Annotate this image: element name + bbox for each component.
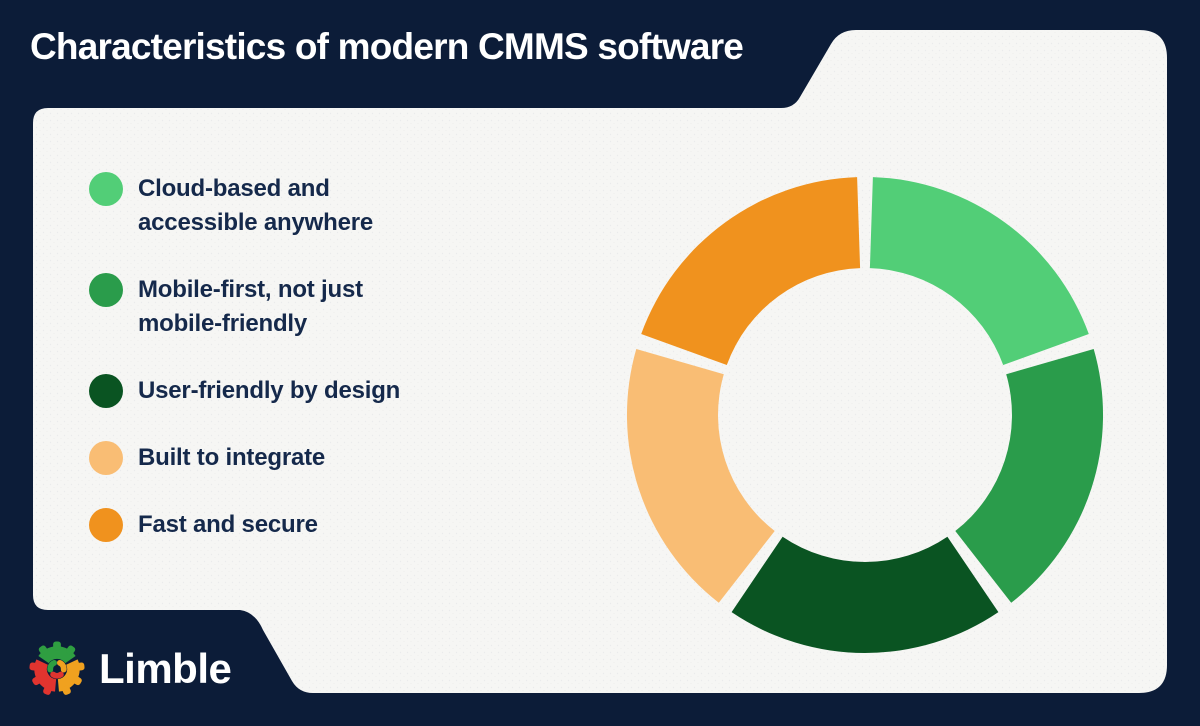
- gear-segment-red: [29, 659, 64, 695]
- gear-segment-green: [38, 641, 76, 673]
- legend-item-label: Cloud-based and accessible anywhere: [138, 175, 374, 236]
- legend-item-label: User-friendly by design: [138, 377, 401, 404]
- legend-color-dot-icon: [89, 374, 123, 408]
- donut-segment-4: [641, 177, 861, 365]
- donut-segment-0: [869, 177, 1089, 365]
- legend-item: Fast and secure: [89, 508, 459, 542]
- page-title: Characteristics of modern CMMS software: [30, 26, 744, 67]
- limble-gear-icon: [29, 641, 85, 695]
- chart-legend: Cloud-based and accessible anywhere Mobi…: [89, 172, 459, 575]
- legend-item: Cloud-based and accessible anywhere: [89, 172, 459, 240]
- legend-item-label: Built to integrate: [138, 444, 326, 471]
- limble-logo: Limble: [28, 640, 232, 698]
- legend-color-dot-icon: [89, 273, 123, 307]
- legend-color-dot-icon: [89, 172, 123, 206]
- legend-item-label: Fast and secure: [138, 511, 318, 538]
- legend-item: User-friendly by design: [89, 374, 459, 408]
- donut-segment-3: [626, 349, 775, 603]
- legend-item: Built to integrate: [89, 441, 459, 475]
- legend-color-dot-icon: [89, 441, 123, 475]
- gear-segment-orange: [56, 659, 85, 695]
- donut-segments: [626, 177, 1104, 653]
- legend-item-label: Mobile-first, not just mobile-friendly: [138, 276, 363, 337]
- legend-item: Mobile-first, not just mobile-friendly: [89, 273, 459, 341]
- donut-segment-1: [955, 349, 1104, 603]
- donut-segment-2: [731, 536, 999, 653]
- legend-color-dot-icon: [89, 508, 123, 542]
- limble-wordmark: Limble: [99, 645, 232, 692]
